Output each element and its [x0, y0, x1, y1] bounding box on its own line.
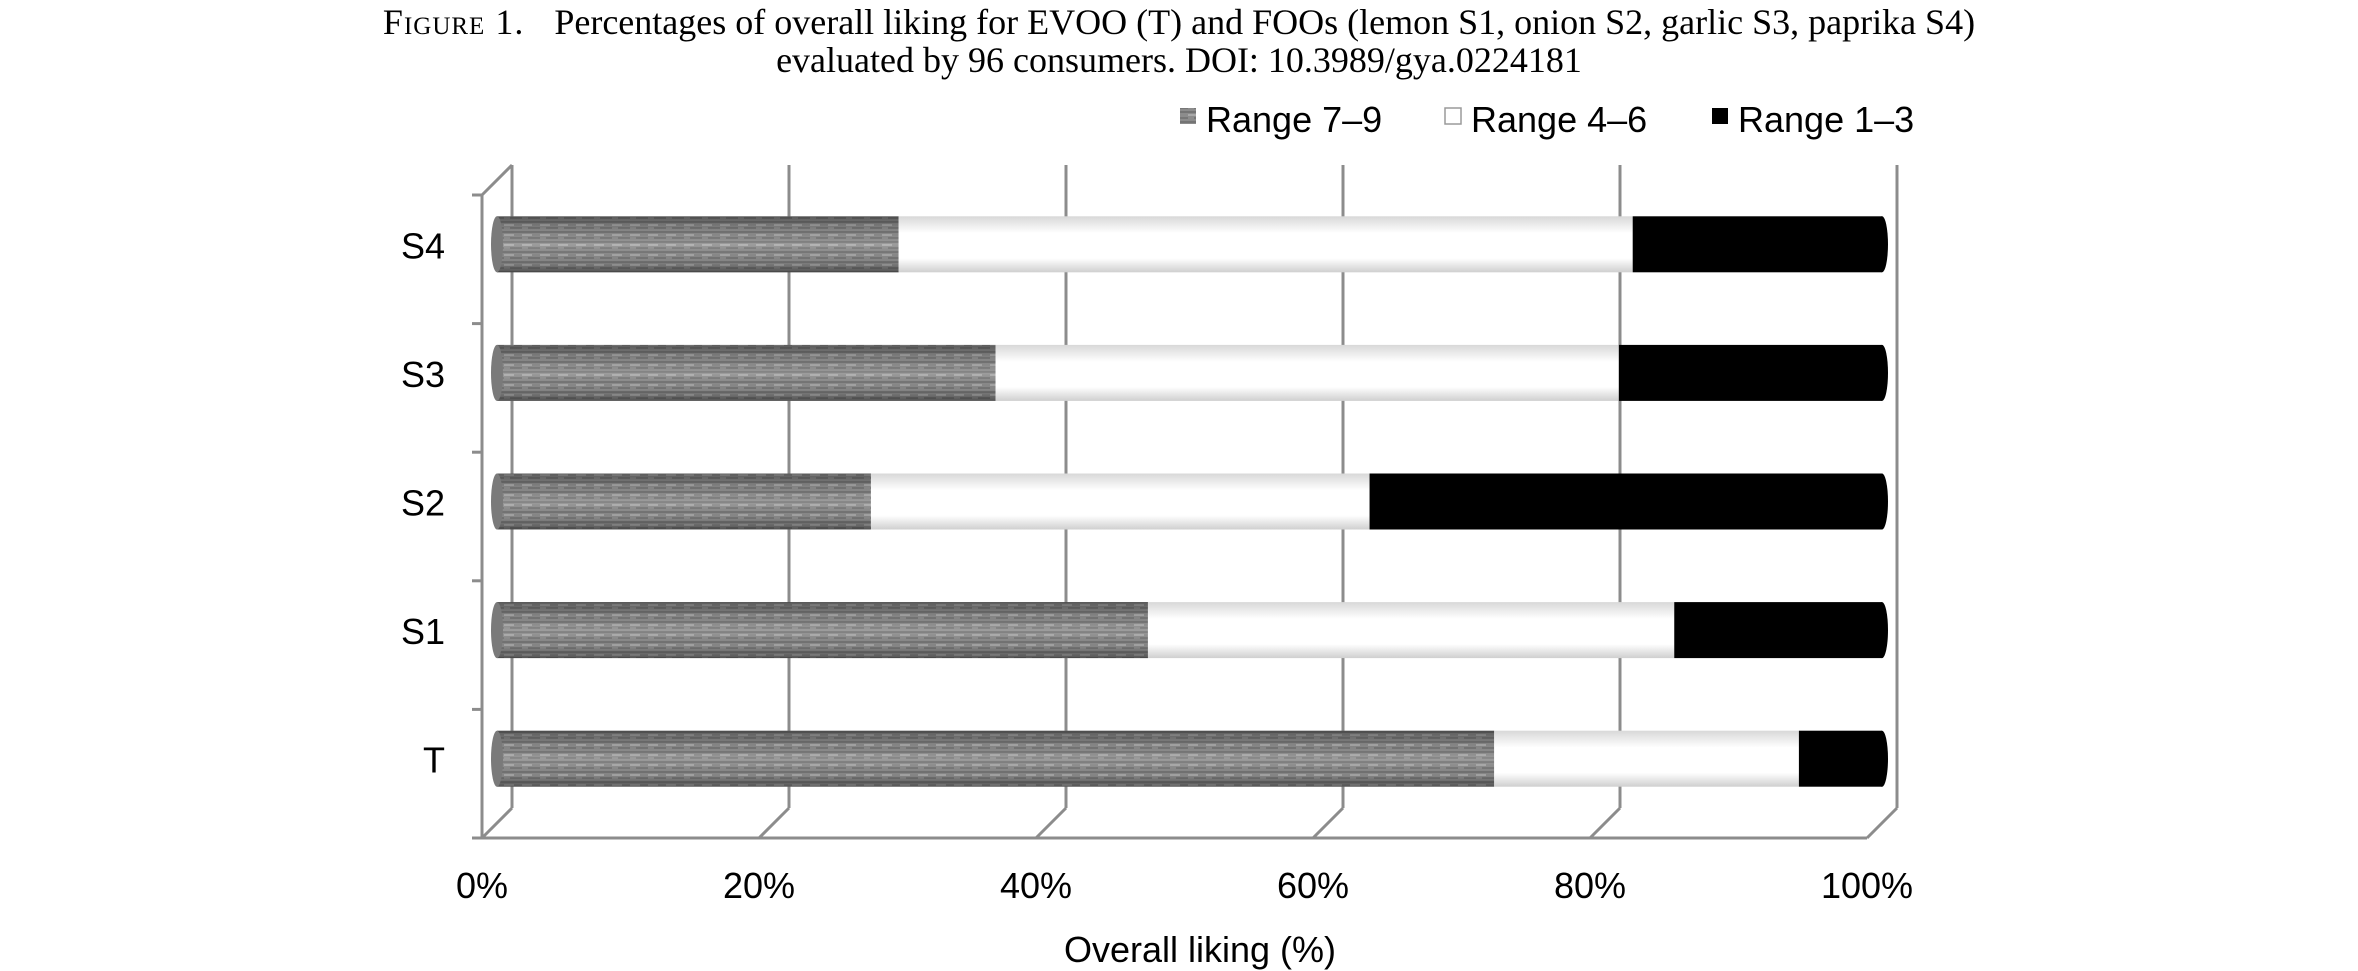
bar-right-cap [1876, 602, 1888, 659]
bar-segment [870, 473, 1370, 530]
y-tick-label: S2 [401, 483, 445, 524]
y-tick-label: S1 [401, 611, 445, 652]
x-tick-label: 100% [1821, 865, 1913, 906]
y-tick-label: T [423, 740, 445, 781]
bar-segment-shading [497, 602, 1148, 659]
bar-left-cap [491, 344, 503, 401]
bar-segment [1369, 473, 1882, 530]
floor-depth-line [1588, 806, 1622, 840]
bar-right-cap [1876, 730, 1888, 787]
x-tick-label: 60% [1277, 865, 1349, 906]
bar-right-cap [1876, 344, 1888, 401]
floor-depth-line [1865, 806, 1899, 840]
bar-right-cap [1876, 216, 1888, 273]
bar-left-cap [491, 602, 503, 659]
bar-segment [1632, 216, 1882, 273]
figure-label: Figure 1. [382, 2, 525, 42]
bar-segment-shading [497, 730, 1495, 787]
bar-segment [1494, 730, 1799, 787]
bar-segment [1674, 602, 1882, 659]
bar-left-cap [491, 473, 503, 530]
legend-swatch [1444, 107, 1462, 125]
x-axis-title: Overall liking (%) [1064, 929, 1336, 970]
bar-left-cap [491, 216, 503, 273]
bar-right-cap [1876, 473, 1888, 530]
bar-segment [995, 344, 1619, 401]
legend-label: Range 7–9 [1206, 99, 1382, 140]
bar-segment-shading [497, 344, 996, 401]
legend-label: Range 4–6 [1471, 99, 1647, 140]
figure-caption-line1: Figure 1. Percentages of overall liking f… [0, 2, 2358, 42]
chart-bars [491, 216, 1888, 787]
y-tick-label: S3 [401, 354, 445, 395]
legend-label: Range 1–3 [1738, 99, 1914, 140]
bar-segment [898, 216, 1633, 273]
legend-swatch [1180, 108, 1196, 124]
y-tick-label: S4 [401, 225, 445, 266]
bar-segment [1798, 730, 1882, 787]
bar-left-cap [491, 730, 503, 787]
floor-depth-line [757, 806, 791, 840]
floor-depth-line [1034, 806, 1068, 840]
chart-legend: Range 7–9 Range 4–6 Range 1–3 [1180, 99, 1914, 140]
legend-swatch [1712, 108, 1728, 124]
figure-caption-line2: evaluated by 96 consumers. DOI: 10.3989/… [776, 40, 1582, 80]
bar-segment-shading [497, 216, 899, 273]
bar-segment [1147, 602, 1675, 659]
x-tick-label: 0% [456, 865, 508, 906]
wall-top-edge [480, 163, 514, 197]
x-tick-label: 80% [1554, 865, 1626, 906]
caption-text-line1: Percentages of overall liking for EVOO (… [554, 2, 1976, 42]
bar-segment-shading [497, 473, 871, 530]
chart-labels: T S1 S2 S3 S4 0% 20% 40% 60% 80% 100% Overall likin… [401, 225, 1913, 970]
floor-depth-line [480, 806, 514, 840]
x-tick-label: 40% [1000, 865, 1072, 906]
bar-segment [1618, 344, 1882, 401]
x-tick-label: 20% [723, 865, 795, 906]
floor-depth-line [1311, 806, 1345, 840]
